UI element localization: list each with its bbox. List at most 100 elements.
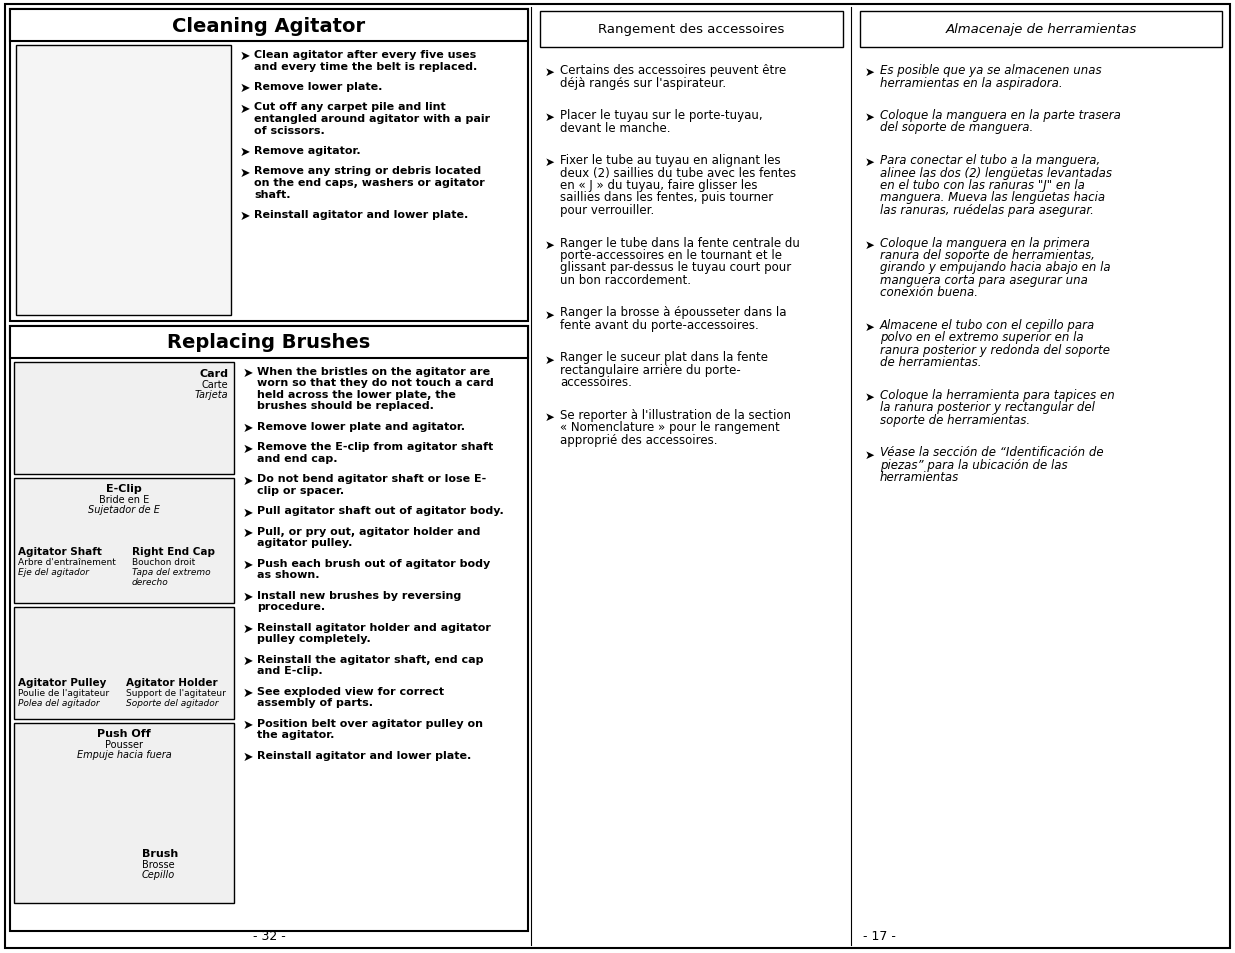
Text: Pull agitator shaft out of agitator body.: Pull agitator shaft out of agitator body…: [257, 506, 504, 516]
Text: ➤: ➤: [240, 102, 251, 115]
Text: When the bristles on the agitator are: When the bristles on the agitator are: [257, 367, 490, 376]
Text: Es posible que ya se almacenen unas: Es posible que ya se almacenen unas: [881, 64, 1102, 77]
Text: Carte: Carte: [201, 379, 228, 390]
Text: manguera corta para asegurar una: manguera corta para asegurar una: [881, 274, 1088, 287]
Text: ➤: ➤: [240, 82, 251, 95]
Text: Reinstall the agitator shaft, end cap: Reinstall the agitator shaft, end cap: [257, 655, 483, 664]
Text: pour verrouiller.: pour verrouiller.: [559, 204, 655, 216]
Text: soporte de herramientas.: soporte de herramientas.: [881, 414, 1030, 427]
Text: Brush: Brush: [142, 848, 178, 858]
Text: Agitator Shaft: Agitator Shaft: [19, 546, 101, 557]
Text: girando y empujando hacia abajo en la: girando y empujando hacia abajo en la: [881, 261, 1110, 274]
Text: piezas” para la ubicación de las: piezas” para la ubicación de las: [881, 458, 1067, 472]
Text: porte-accessoires en le tournant et le: porte-accessoires en le tournant et le: [559, 249, 782, 262]
Text: Placer le tuyau sur le porte-tuyau,: Placer le tuyau sur le porte-tuyau,: [559, 109, 763, 122]
Text: Certains des accessoires peuvent être: Certains des accessoires peuvent être: [559, 64, 787, 77]
Text: ➤: ➤: [240, 146, 251, 159]
Text: ➤: ➤: [240, 210, 251, 223]
Text: approprié des accessoires.: approprié des accessoires.: [559, 434, 718, 447]
Text: Almacene el tubo con el cepillo para: Almacene el tubo con el cepillo para: [881, 318, 1095, 332]
Text: herramientas en la aspiradora.: herramientas en la aspiradora.: [881, 76, 1062, 90]
Text: glissant par-dessus le tuyau court pour: glissant par-dessus le tuyau court pour: [559, 261, 792, 274]
Text: Bride en E: Bride en E: [99, 495, 149, 504]
Bar: [10, 10, 529, 42]
Text: déjà rangés sur l'aspirateur.: déjà rangés sur l'aspirateur.: [559, 76, 726, 90]
Text: un bon raccordement.: un bon raccordement.: [559, 274, 692, 287]
Bar: [14, 363, 233, 475]
Text: accessoires.: accessoires.: [559, 376, 632, 389]
Text: Arbre d'entraînement: Arbre d'entraînement: [19, 558, 116, 566]
Text: ➤: ➤: [243, 506, 253, 519]
Text: Remove lower plate and agitator.: Remove lower plate and agitator.: [257, 421, 466, 432]
Text: ➤: ➤: [243, 750, 253, 763]
Text: saillies dans les fentes, puis tourner: saillies dans les fentes, puis tourner: [559, 192, 773, 204]
Text: Ranger le suceur plat dans la fente: Ranger le suceur plat dans la fente: [559, 351, 768, 364]
Text: ➤: ➤: [864, 320, 874, 334]
Text: Bouchon droit: Bouchon droit: [132, 558, 195, 566]
Text: Reinstall agitator holder and agitator: Reinstall agitator holder and agitator: [257, 622, 490, 633]
Text: deux (2) saillies du tube avec les fentes: deux (2) saillies du tube avec les fente…: [559, 167, 797, 179]
Text: fente avant du porte-accessoires.: fente avant du porte-accessoires.: [559, 318, 758, 332]
Text: ➤: ➤: [545, 66, 555, 79]
Text: alinee las dos (2) lengüetas levantadas: alinee las dos (2) lengüetas levantadas: [881, 167, 1112, 179]
Text: Reinstall agitator and lower plate.: Reinstall agitator and lower plate.: [254, 210, 468, 220]
Text: - 32 -: - 32 -: [253, 929, 285, 942]
Text: ➤: ➤: [243, 526, 253, 539]
Text: Soporte del agitador: Soporte del agitador: [126, 699, 219, 707]
Text: and E-clip.: and E-clip.: [257, 666, 322, 676]
Text: E-Clip: E-Clip: [106, 483, 142, 494]
Text: Push Off: Push Off: [98, 728, 151, 739]
Text: worn so that they do not touch a card: worn so that they do not touch a card: [257, 378, 494, 388]
Text: ➤: ➤: [545, 111, 555, 124]
Text: ➤: ➤: [864, 448, 874, 461]
Text: ranura posterior y redonda del soporte: ranura posterior y redonda del soporte: [881, 344, 1110, 356]
Text: ➤: ➤: [545, 156, 555, 169]
Text: Véase la sección de “Identificación de: Véase la sección de “Identificación de: [881, 446, 1104, 459]
Text: Cepillo: Cepillo: [142, 869, 175, 879]
Text: Remove lower plate.: Remove lower plate.: [254, 82, 383, 91]
Text: « Nomenclature » pour le rangement: « Nomenclature » pour le rangement: [559, 421, 779, 434]
Text: Position belt over agitator pulley on: Position belt over agitator pulley on: [257, 719, 483, 728]
Text: Do not bend agitator shaft or lose E-: Do not bend agitator shaft or lose E-: [257, 474, 487, 484]
Bar: [10, 327, 529, 358]
Text: la ranura posterior y rectangular del: la ranura posterior y rectangular del: [881, 401, 1095, 414]
Text: ➤: ➤: [545, 308, 555, 321]
Text: Coloque la manguera en la primera: Coloque la manguera en la primera: [881, 236, 1089, 250]
Text: Eje del agitador: Eje del agitador: [19, 567, 89, 577]
Text: Right End Cap: Right End Cap: [132, 546, 215, 557]
Text: and end cap.: and end cap.: [257, 454, 337, 463]
Text: pulley completely.: pulley completely.: [257, 634, 370, 644]
Text: on the end caps, washers or agitator: on the end caps, washers or agitator: [254, 178, 485, 188]
Text: ➤: ➤: [243, 474, 253, 487]
Text: Coloque la manguera en la parte trasera: Coloque la manguera en la parte trasera: [881, 109, 1121, 122]
Text: Se reporter à l'illustration de la section: Se reporter à l'illustration de la secti…: [559, 409, 790, 421]
Text: Replacing Brushes: Replacing Brushes: [168, 334, 370, 352]
Text: ➤: ➤: [243, 558, 253, 572]
Bar: [14, 723, 233, 903]
Text: Agitator Pulley: Agitator Pulley: [19, 678, 106, 687]
Text: Tarjeta: Tarjeta: [194, 390, 228, 399]
Text: Support de l'agitateur: Support de l'agitateur: [126, 688, 226, 698]
Text: de herramientas.: de herramientas.: [881, 356, 982, 369]
Text: and every time the belt is replaced.: and every time the belt is replaced.: [254, 61, 477, 71]
Text: clip or spacer.: clip or spacer.: [257, 485, 345, 496]
Text: herramientas: herramientas: [881, 471, 960, 484]
Text: agitator pulley.: agitator pulley.: [257, 537, 352, 548]
Text: shaft.: shaft.: [254, 190, 290, 199]
Text: the agitator.: the agitator.: [257, 730, 335, 740]
Text: Pousser: Pousser: [105, 740, 143, 749]
Text: Ranger le tube dans la fente centrale du: Ranger le tube dans la fente centrale du: [559, 236, 800, 250]
Bar: [860, 12, 1221, 48]
Text: Card: Card: [199, 369, 228, 378]
Text: ➤: ➤: [545, 238, 555, 252]
Text: See exploded view for correct: See exploded view for correct: [257, 686, 445, 697]
Text: brushes should be replaced.: brushes should be replaced.: [257, 401, 433, 411]
Text: devant le manche.: devant le manche.: [559, 121, 671, 134]
Text: Poulie de l'agitateur: Poulie de l'agitateur: [19, 688, 109, 698]
Text: Push each brush out of agitator body: Push each brush out of agitator body: [257, 558, 490, 568]
Text: Clean agitator after every five uses: Clean agitator after every five uses: [254, 50, 477, 60]
Text: as shown.: as shown.: [257, 570, 320, 579]
Text: ➤: ➤: [240, 50, 251, 63]
Text: Rangement des accessoires: Rangement des accessoires: [598, 24, 784, 36]
Text: Coloque la herramienta para tapices en: Coloque la herramienta para tapices en: [881, 389, 1115, 401]
